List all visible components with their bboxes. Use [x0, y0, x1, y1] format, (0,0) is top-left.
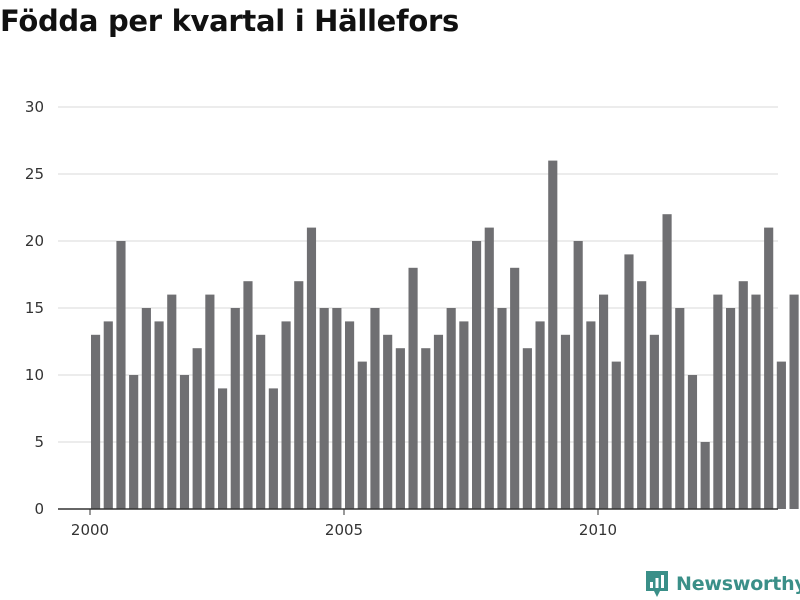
bar	[764, 227, 774, 509]
bar	[306, 227, 317, 509]
bar	[459, 321, 469, 509]
bar	[357, 361, 367, 509]
bar	[192, 348, 202, 509]
bar	[243, 281, 253, 509]
bar	[129, 375, 139, 509]
bar	[370, 308, 380, 509]
bar	[726, 308, 736, 509]
x-tick-label: 2005	[325, 521, 363, 539]
bar	[751, 294, 761, 509]
bar	[281, 321, 291, 509]
x-axis-ticks: 200020052010201520202025	[71, 509, 617, 539]
bar	[599, 294, 609, 509]
y-tick-label: 30	[25, 98, 44, 116]
bar	[218, 388, 228, 509]
bar	[230, 308, 240, 509]
chart-title: Födda per kvartal i Hällefors	[0, 4, 459, 38]
bar	[586, 321, 596, 509]
bar	[510, 267, 520, 509]
bar	[433, 334, 444, 509]
bar	[522, 348, 532, 509]
bar	[535, 321, 545, 509]
bar	[713, 294, 723, 509]
bar	[649, 334, 659, 509]
bar	[560, 334, 571, 509]
bar	[662, 214, 672, 509]
bar	[497, 308, 507, 509]
bar	[256, 334, 266, 509]
brand-name: Newsworthy	[676, 573, 800, 595]
bar	[446, 308, 456, 509]
bar	[675, 308, 685, 509]
newsworthy-logo-icon	[646, 571, 668, 597]
bar	[738, 281, 748, 509]
bar	[548, 160, 558, 509]
bar	[472, 241, 482, 509]
y-axis-ticks: 0 5 10 15 20 25 30	[25, 98, 44, 518]
bar	[624, 254, 634, 509]
y-tick-label: 20	[25, 232, 44, 250]
bar	[687, 375, 698, 509]
bar	[103, 321, 113, 509]
x-tick-label: 2010	[579, 521, 617, 539]
bar	[421, 348, 431, 509]
bar	[484, 227, 494, 509]
bar	[345, 321, 355, 509]
bar	[205, 294, 215, 509]
bar	[573, 241, 583, 509]
bar	[141, 308, 151, 509]
y-tick-label: 0	[34, 500, 44, 518]
bar	[332, 308, 342, 509]
bar	[154, 321, 164, 509]
y-tick-label: 10	[25, 366, 44, 384]
bar	[268, 388, 278, 509]
bars	[91, 160, 799, 509]
y-tick-label: 15	[25, 299, 44, 317]
bar	[637, 281, 647, 509]
bar	[319, 308, 329, 509]
y-tick-label: 5	[34, 433, 44, 451]
gridlines	[58, 106, 778, 443]
bar	[789, 294, 799, 509]
bar	[167, 294, 177, 509]
y-tick-label: 25	[25, 165, 44, 183]
bar	[179, 375, 190, 509]
bar	[91, 334, 101, 509]
bar	[611, 361, 621, 509]
bar	[294, 281, 304, 509]
bar	[383, 334, 393, 509]
bar	[408, 267, 418, 509]
x-tick-label: 2000	[71, 521, 109, 539]
brand-logo: Newsworthy	[644, 568, 800, 600]
bar	[395, 348, 405, 509]
bar	[700, 442, 710, 509]
bar	[776, 361, 786, 509]
bar	[116, 241, 126, 509]
